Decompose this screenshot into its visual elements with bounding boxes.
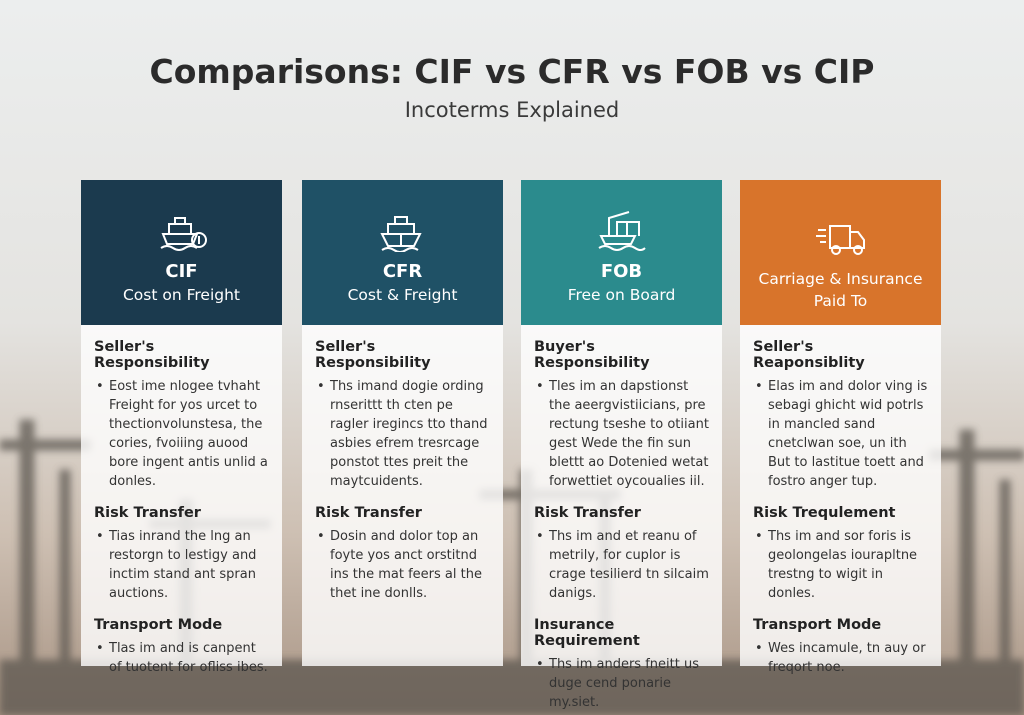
card-header: FOB Free on Board: [521, 180, 722, 325]
section-heading: Transport Mode: [753, 617, 882, 633]
section-text: Tias inrand the lng an restorgn to lesti…: [94, 527, 270, 603]
section-heading: Buyer's Responsibility: [534, 339, 650, 371]
card-name: Cost on Freight: [122, 286, 241, 304]
section-text: Tles im an dapstionst the aeergvistiicia…: [534, 377, 710, 491]
section-heading: Risk Trequlement: [753, 505, 896, 521]
section-text: Wes incamule, tn auy or freqort noe.: [753, 639, 929, 677]
section-text: Ths imand dogie ording rnserittt th cten…: [315, 377, 491, 491]
section-text: Dosin and dolor top an foyte yos anct or…: [315, 527, 491, 603]
section-text: Ths im anders fneitt us duge cend ponari…: [534, 655, 710, 712]
card-header: CIF Cost on Freight: [81, 180, 282, 325]
section-heading: Risk Transfer: [315, 505, 422, 521]
card-body: Seller's Responsibility Eost ime nlogee t…: [81, 325, 282, 675]
icon: [379, 216, 422, 252]
card-header: Carriage & Insurance Paid To: [740, 180, 941, 325]
card-name: Free on Board: [567, 286, 676, 304]
section-heading: Seller's Responsibility: [315, 339, 431, 371]
card-name: Carriage & Insurance Paid To: [758, 270, 923, 310]
card: CFR Cost & Freight Seller's Responsibility…: [302, 180, 503, 666]
card: Carriage & Insurance Paid To Seller's Rea…: [740, 180, 941, 675]
section-heading: Seller's Responsibility: [94, 339, 210, 371]
section-text: Eost ime nlogee tvhaht Freight for yos u…: [94, 377, 270, 491]
section-heading: Insurance Requirement: [534, 617, 640, 649]
icon: [159, 217, 207, 251]
card-body: Seller's Responsibility Ths imand dogie o…: [302, 325, 503, 666]
icon: [815, 225, 865, 255]
card-name: Cost & Freight: [347, 286, 458, 304]
icon: [597, 211, 646, 251]
card-body: Buyer's Responsibility Tles im an dapstio…: [521, 325, 722, 710]
card-code: CIF: [165, 261, 198, 282]
section-text: Tlas im and is canpent of tuotent for of…: [94, 639, 270, 677]
section-text: Elas im and dolor ving is sebagi ghicht …: [753, 377, 929, 491]
section-heading: Transport Mode: [94, 617, 223, 633]
title: Comparisons: CIF vs CFR vs FOB vs CIP: [149, 52, 875, 91]
section-heading: Risk Transfer: [94, 505, 201, 521]
section-text: Ths im and sor foris is geolongelas iour…: [753, 527, 929, 603]
card-code: FOB: [600, 261, 643, 282]
card-header: CFR Cost & Freight: [302, 180, 503, 325]
card-body: Seller's Reaponsiblity Elas im and dolor …: [740, 325, 941, 675]
subtitle: Incoterms Explained: [404, 98, 620, 122]
section-heading: Risk Transfer: [534, 505, 641, 521]
card-code: CFR: [382, 261, 423, 282]
section-heading: Seller's Reaponsiblity: [753, 339, 865, 371]
card: FOB Free on Board Buyer's Responsibility Tl…: [521, 180, 722, 710]
card: CIF Cost on Freight Seller's Responsibilit…: [81, 180, 282, 675]
section-text: Ths im and et reanu of metrily, for cupl…: [534, 527, 710, 603]
